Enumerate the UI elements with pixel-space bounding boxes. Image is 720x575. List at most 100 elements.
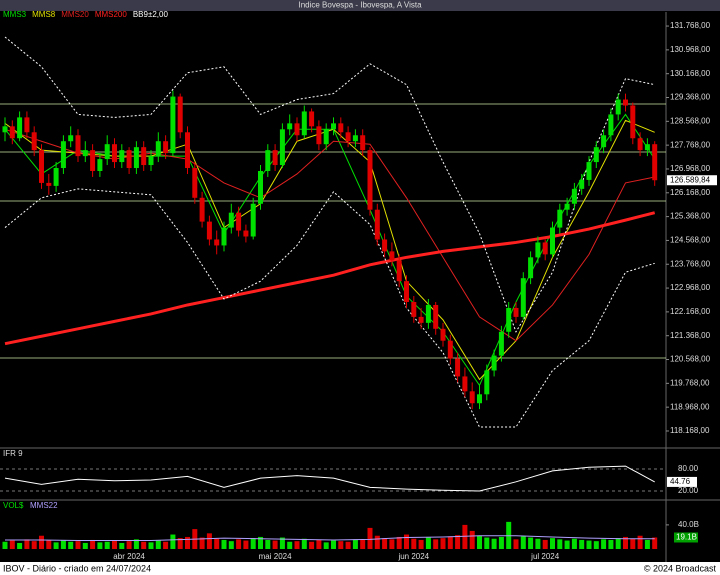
footer-bar <box>0 562 720 575</box>
candle-body <box>53 168 59 186</box>
candle-body <box>206 221 212 240</box>
volume-bar <box>60 540 66 549</box>
volume-bar <box>39 535 44 549</box>
candle-body <box>571 188 577 204</box>
candle-body <box>557 209 563 228</box>
candle-body <box>506 307 512 332</box>
candle-body <box>615 99 621 115</box>
footer-left: IBOV - Diário - criado em 24/07/2024 <box>3 563 151 573</box>
volume-last-box <box>674 532 698 543</box>
y-tick-label: 122.168,00 <box>670 307 711 316</box>
candle-body <box>2 126 8 133</box>
candle-body <box>287 123 293 130</box>
title-bar <box>0 0 720 11</box>
candle-body <box>462 376 468 392</box>
candle-body <box>652 144 658 181</box>
candle-body <box>623 99 628 106</box>
candle-body <box>133 147 139 169</box>
volume-bar <box>265 539 271 549</box>
volume-bar <box>367 527 373 549</box>
candle-body <box>39 150 44 183</box>
volume-bar <box>615 538 621 549</box>
volume-bar <box>2 541 8 549</box>
candle-body <box>228 212 234 228</box>
volume-bar <box>382 538 388 549</box>
volume-bar <box>564 540 570 549</box>
y-tick-label: 130.968,00 <box>670 45 711 54</box>
candle-body <box>177 96 183 133</box>
volume-bar <box>104 541 110 549</box>
candle-body <box>185 132 190 169</box>
candle-body <box>586 162 592 180</box>
candle-body <box>513 307 519 317</box>
legend-entry: MMS8 <box>32 10 56 19</box>
volume-bar <box>484 537 490 549</box>
ifr-line <box>4 465 655 492</box>
candle-body <box>301 111 307 136</box>
volume-bar <box>469 530 475 549</box>
volume-bar <box>46 539 52 549</box>
volume-bar <box>331 540 336 549</box>
y-tick-label: 128.568,00 <box>670 116 711 125</box>
y-tick-label: 124.568,00 <box>670 236 711 245</box>
legend-entry: MMS20 <box>61 10 89 19</box>
volume-bar <box>68 541 74 549</box>
volume-bar <box>155 540 161 549</box>
volume-bar <box>133 539 139 549</box>
volume-bar <box>557 539 563 549</box>
candle-body <box>155 141 161 157</box>
indicator-line <box>4 211 656 346</box>
x-tick-label: abr 2024 <box>113 552 145 561</box>
candle-body <box>374 209 380 240</box>
volume-bar <box>433 539 439 549</box>
candle-body <box>469 391 475 404</box>
candle-body <box>163 141 169 154</box>
volume-bar <box>243 540 249 549</box>
volume-bar <box>17 542 23 549</box>
candle-body <box>272 150 278 166</box>
candle-body <box>250 203 256 237</box>
candle-body <box>68 135 74 142</box>
candle-body <box>404 281 409 302</box>
volume-bar <box>82 542 88 549</box>
candle-body <box>630 105 636 139</box>
candle-body <box>141 147 147 166</box>
candle-body <box>119 150 125 163</box>
volume-bar <box>652 537 658 549</box>
candle-body <box>579 179 585 189</box>
candle-body <box>82 150 88 157</box>
volume-bar <box>185 536 190 549</box>
volume-bar <box>112 540 117 549</box>
volume-bar <box>440 538 446 549</box>
y-tick-label: 126.968,00 <box>670 164 711 173</box>
x-tick-label: jun 2024 <box>397 552 429 561</box>
volume-bar <box>513 539 519 549</box>
volume-bar <box>520 536 526 549</box>
y-tick-label: 127.768,00 <box>670 140 711 149</box>
volume-bar <box>608 539 614 549</box>
candle-body <box>593 147 599 163</box>
indicator-line <box>4 36 655 333</box>
candle-body <box>535 242 541 258</box>
volume-bar <box>550 538 555 549</box>
volume-bar <box>637 535 643 549</box>
y-tick-label: 126.168,00 <box>670 188 711 197</box>
volume-bar <box>236 539 242 549</box>
y-tick-label: 122.968,00 <box>670 283 711 292</box>
candle-body <box>498 331 504 356</box>
volume-bar <box>586 540 592 549</box>
volume-bar <box>177 538 183 549</box>
volume-bar <box>396 536 402 549</box>
volume-bar <box>601 539 607 549</box>
volume-bar <box>542 539 548 549</box>
volume-bar <box>644 539 650 549</box>
candle-body <box>440 328 446 341</box>
candle-body <box>148 156 154 166</box>
volume-bar <box>279 537 285 549</box>
volume-bar <box>126 541 132 549</box>
candle-body <box>258 170 263 204</box>
last-price-box <box>667 175 717 186</box>
candle-body <box>637 138 643 151</box>
candle-body <box>477 394 482 404</box>
